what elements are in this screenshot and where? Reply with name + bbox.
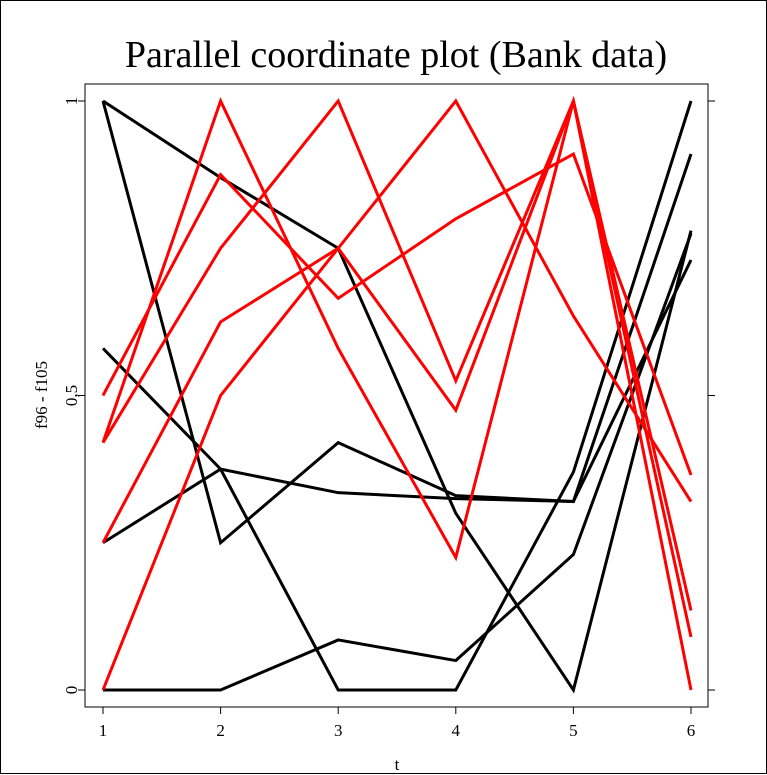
- series-line-black-1: [102, 99, 693, 694]
- series-line-black-5: [101, 100, 693, 546]
- y-tick-label: 0,5: [62, 385, 81, 406]
- series-line-red-8: [101, 96, 693, 611]
- series-line-black-3: [102, 259, 693, 545]
- series-line-black-4: [103, 233, 693, 692]
- series-line-red-6: [101, 151, 693, 476]
- series-line-black-2: [101, 100, 693, 692]
- x-tick-label: 4: [452, 721, 461, 740]
- series-line-red-10: [101, 95, 693, 691]
- x-tick-label: 3: [334, 721, 343, 740]
- x-axis-label: t: [395, 755, 400, 774]
- x-tick-label: 6: [687, 721, 696, 740]
- y-tick-label: 0: [62, 686, 81, 695]
- x-tick-label: 1: [99, 721, 108, 740]
- plot-area: 1 2 3 4 5 6 0 0,5 1: [62, 83, 715, 740]
- series-line-red-9: [101, 98, 693, 544]
- series-line-red-7: [101, 97, 693, 691]
- chart-title: Parallel coordinate plot (Bank data): [125, 34, 667, 76]
- x-tick-label: 2: [216, 721, 225, 740]
- y-axis-label: f96 - f105: [32, 361, 51, 429]
- x-tick-label: 5: [569, 721, 578, 740]
- y-tick-label: 1: [62, 97, 81, 106]
